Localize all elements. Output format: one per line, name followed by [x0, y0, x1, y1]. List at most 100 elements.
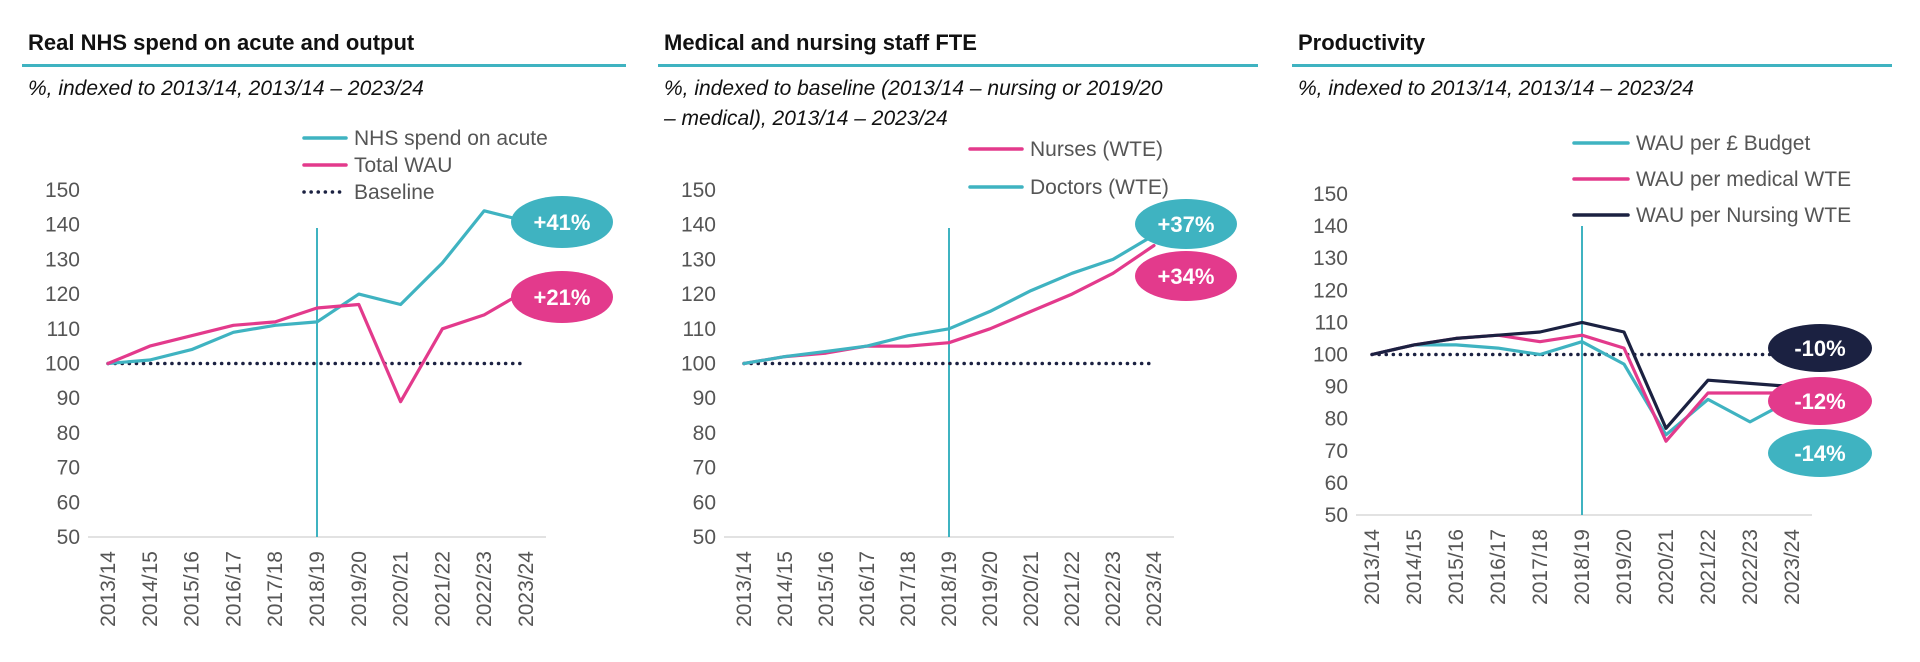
legend-label: WAU per £ Budget [1636, 132, 1810, 155]
y-tick-label: 130 [1313, 247, 1348, 270]
legend-label: WAU per medical WTE [1636, 168, 1851, 191]
x-tick-label: 2023/24 [515, 551, 538, 627]
x-tick-label: 2018/19 [938, 551, 961, 627]
legend-label: Total WAU [354, 154, 452, 177]
chart-subtitle-line: %, indexed to baseline (2013/14 – nursin… [664, 77, 1163, 100]
x-tick-label: 2022/23 [1739, 529, 1762, 605]
change-badge: +37% [1135, 199, 1237, 249]
badge-ellipse [511, 196, 613, 248]
badge-ellipse [511, 271, 613, 323]
badge-ellipse [1768, 324, 1872, 372]
y-tick-label: 150 [45, 179, 80, 202]
y-tick-label: 140 [1313, 215, 1348, 238]
chart-title: Medical and nursing staff FTE [664, 30, 977, 55]
badge-label: +41% [534, 210, 591, 235]
x-tick-label: 2021/22 [431, 551, 454, 627]
x-tick-label: 2018/19 [306, 551, 329, 627]
title-divider [658, 64, 1258, 67]
y-tick-label: 70 [57, 457, 80, 480]
y-tick-label: 130 [681, 248, 716, 271]
badge-ellipse [1135, 251, 1237, 301]
change-badge: +21% [511, 271, 613, 323]
y-tick-label: 60 [693, 491, 716, 514]
x-tick-label: 2013/14 [97, 551, 120, 627]
y-tick-label: 120 [45, 283, 80, 306]
chart-panel-acute-spend: Real NHS spend on acute and output %, in… [22, 0, 626, 662]
x-tick-label: 2020/21 [1020, 551, 1043, 627]
x-tick-label: 2016/17 [1487, 529, 1510, 605]
x-tick-label: 2013/14 [1361, 529, 1384, 605]
x-tick-label: 2014/15 [774, 551, 797, 627]
y-tick-label: 140 [45, 214, 80, 237]
line-chart-staff-fte: 50 60 70 80 90 100 110 120 130 140 150 2013/14 2014/… [681, 138, 1237, 627]
title-divider [22, 64, 626, 67]
x-tick-label: 2017/18 [264, 551, 287, 627]
y-tick-label: 50 [57, 526, 80, 549]
chart-panel-productivity: Productivity %, indexed to 2013/14, 2013… [1292, 0, 1892, 662]
x-tick-label: 2015/16 [1445, 529, 1468, 605]
legend-label: Nurses (WTE) [1030, 138, 1163, 161]
y-tick-label: 120 [1313, 279, 1348, 302]
x-tick-label: 2023/24 [1781, 529, 1804, 605]
line-chart-acute-spend: 50 60 70 80 90 100 110 120 130 140 150 2013/14 2014/… [45, 127, 613, 627]
badge-ellipse [1135, 199, 1237, 249]
chart-title: Productivity [1298, 30, 1426, 55]
y-tick-label: 50 [693, 526, 716, 549]
change-badge: +34% [1135, 251, 1237, 301]
x-tick-label: 2022/23 [473, 551, 496, 627]
y-tick-label: 100 [1313, 344, 1348, 367]
chart-subtitle: %, indexed to 2013/14, 2013/14 – 2023/24 [28, 77, 424, 100]
change-badge: -10% [1768, 324, 1872, 372]
x-tick-label: 2017/18 [897, 551, 920, 627]
badge-label: +37% [1158, 212, 1215, 237]
y-tick-label: 150 [681, 179, 716, 202]
x-tick-label: 2020/21 [1655, 529, 1678, 605]
badge-ellipse [1768, 429, 1872, 477]
y-tick-label: 110 [683, 318, 716, 341]
badge-label: -14% [1794, 441, 1845, 466]
x-tick-label: 2014/15 [139, 551, 162, 627]
y-tick-label: 140 [681, 214, 716, 237]
x-tick-label: 2017/18 [1529, 529, 1552, 605]
y-tick-label: 90 [57, 387, 80, 410]
x-tick-label: 2015/16 [181, 551, 204, 627]
x-tick-label: 2019/20 [348, 551, 371, 627]
badge-label: -10% [1794, 336, 1845, 361]
badge-label: +34% [1158, 264, 1215, 289]
badge-label: +21% [534, 285, 591, 310]
y-tick-label: 70 [1325, 440, 1348, 463]
legend-label: WAU per Nursing WTE [1636, 204, 1851, 227]
chart-subtitle: %, indexed to baseline (2013/14 – nursin… [664, 74, 1163, 134]
x-tick-label: 2016/17 [222, 551, 245, 627]
y-tick-label: 110 [47, 318, 80, 341]
y-tick-label: 110 [1315, 311, 1348, 334]
series-line-total-wau [106, 289, 528, 404]
chart-panel-staff-fte: Medical and nursing staff FTE %, indexed… [658, 0, 1258, 662]
x-tick-label: 2016/17 [856, 551, 879, 627]
series-line-doctors-wte [742, 233, 1156, 366]
y-tick-label: 80 [1325, 408, 1348, 431]
y-tick-label: 60 [57, 491, 80, 514]
x-tick-label: 2023/24 [1143, 551, 1166, 627]
y-tick-label: 100 [45, 353, 80, 376]
y-tick-label: 150 [1313, 183, 1348, 206]
x-tick-label: 2015/16 [815, 551, 838, 627]
x-tick-label: 2019/20 [1613, 529, 1636, 605]
series-line-wau-per-nursing-wte [1370, 320, 1794, 430]
y-tick-label: 90 [693, 387, 716, 410]
x-tick-label: 2021/22 [1697, 529, 1720, 605]
chart-subtitle: %, indexed to 2013/14, 2013/14 – 2023/24 [1298, 77, 1694, 100]
series-line-nhs-spend-on-acute [106, 209, 528, 366]
y-tick-label: 50 [1325, 504, 1348, 527]
legend-label: Doctors (WTE) [1030, 176, 1169, 199]
y-tick-label: 100 [681, 353, 716, 376]
legend-label: Baseline [354, 181, 435, 204]
y-tick-label: 130 [45, 248, 80, 271]
x-tick-label: 2020/21 [390, 551, 413, 627]
x-tick-label: 2019/20 [979, 551, 1002, 627]
y-tick-label: 90 [1325, 376, 1348, 399]
x-tick-label: 2022/23 [1102, 551, 1125, 627]
y-tick-label: 60 [1325, 472, 1348, 495]
badge-ellipse [1768, 377, 1872, 425]
badge-label: -12% [1794, 389, 1845, 414]
